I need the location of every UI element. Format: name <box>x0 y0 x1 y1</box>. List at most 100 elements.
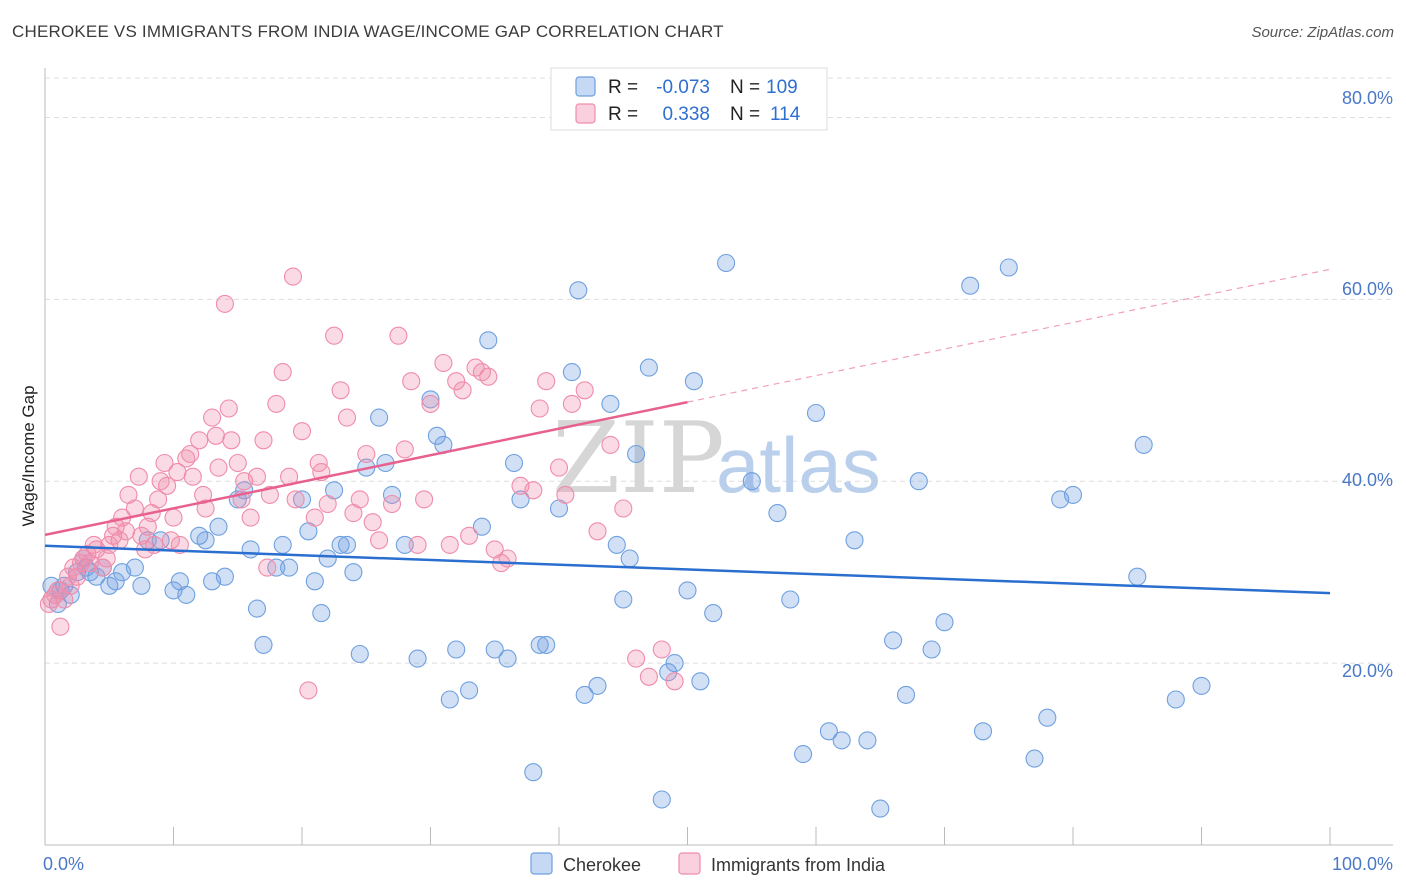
cherokee-point-107 <box>1134 435 1153 454</box>
india-point-96 <box>498 549 517 568</box>
india-point-86 <box>434 353 453 373</box>
cherokee-point-82 <box>704 604 723 623</box>
india-point-36 <box>161 531 180 550</box>
y-tick-label-40: 40.0% <box>1342 470 1393 490</box>
cherokee-point-77 <box>659 663 678 682</box>
cherokee-point-20 <box>177 585 196 604</box>
india-point-77 <box>363 513 382 532</box>
india-point-45 <box>196 499 215 518</box>
cherokee-point-22 <box>196 531 215 550</box>
india-point-106 <box>601 435 620 454</box>
cherokee-point-87 <box>794 745 813 764</box>
india-point-76 <box>357 444 376 464</box>
cherokee-point-74 <box>627 444 646 464</box>
cherokee-point-78 <box>665 654 684 673</box>
india-point-89 <box>453 381 472 400</box>
cherokee-point-96 <box>909 472 928 491</box>
cherokee-point-32 <box>273 535 292 554</box>
cherokee-point-75 <box>639 358 658 377</box>
legend-r-value-india: 0.338 <box>662 104 710 125</box>
cherokee-point-41 <box>337 535 357 554</box>
chart-title: CHEROKEE VS IMMIGRANTS FROM INDIA WAGE/I… <box>12 22 724 41</box>
india-point-23 <box>116 522 136 541</box>
india-point-72 <box>331 381 350 400</box>
india-point-17 <box>97 549 116 568</box>
india-point-20 <box>106 517 125 536</box>
india-point-67 <box>305 508 324 527</box>
india-point-78 <box>370 531 389 550</box>
india-point-81 <box>395 440 414 459</box>
legend-n-value-india: 114 <box>770 104 801 125</box>
cherokee-point-86 <box>781 590 800 609</box>
bottom-legend-swatch-cherokee <box>530 852 553 875</box>
cherokee-point-29 <box>247 599 267 618</box>
cherokee-point-85 <box>768 504 787 523</box>
legend-r-label-india: R = <box>608 104 638 125</box>
cherokee-point-49 <box>408 649 427 668</box>
series-cherokee-points <box>42 253 1211 818</box>
cherokee-point-53 <box>440 690 459 709</box>
bottom-legend-swatch-india <box>678 852 701 875</box>
india-point-41 <box>181 444 200 464</box>
cherokee-point-76 <box>652 790 671 809</box>
india-point-34 <box>155 453 174 473</box>
axes <box>44 68 1393 846</box>
trendline-india-extension <box>687 268 1331 403</box>
india-point-84 <box>415 490 434 509</box>
cherokee-point-89 <box>819 722 838 741</box>
legend-n-label-india: N = <box>730 104 760 125</box>
india-point-98 <box>524 481 543 500</box>
india-point-57 <box>254 431 273 450</box>
cherokee-point-34 <box>292 490 312 509</box>
india-point-102 <box>556 485 575 504</box>
cherokee-point-14 <box>125 558 144 577</box>
watermark-zip: ZIP <box>552 402 725 516</box>
india-point-87 <box>440 535 459 554</box>
cherokee-point-64 <box>537 635 556 654</box>
india-point-16 <box>93 558 112 577</box>
cherokee-point-95 <box>896 685 916 704</box>
cherokee-point-59 <box>498 649 517 668</box>
cherokee-point-37 <box>312 604 331 623</box>
cherokee-point-84 <box>742 472 761 491</box>
india-point-70 <box>318 494 337 514</box>
india-point-82 <box>402 372 421 391</box>
cherokee-point-63 <box>530 635 549 654</box>
cherokee-point-51 <box>427 426 446 445</box>
cherokee-point-99 <box>961 276 980 295</box>
cherokee-point-90 <box>832 731 851 750</box>
bottom-legend-india: Immigrants from India <box>711 855 886 875</box>
cherokee-point-81 <box>691 672 710 691</box>
cherokee-point-106 <box>1128 567 1147 586</box>
cherokee-point-68 <box>575 685 594 704</box>
cherokee-point-40 <box>331 535 350 554</box>
cherokee-point-60 <box>504 453 524 473</box>
cherokee-point-102 <box>1025 749 1044 768</box>
x-tick-label-min: 0.0% <box>43 854 84 874</box>
india-point-99 <box>530 399 549 418</box>
india-point-61 <box>273 363 292 382</box>
india-point-39 <box>170 535 189 554</box>
india-point-63 <box>283 267 303 286</box>
india-point-93 <box>479 367 498 386</box>
cherokee-point-71 <box>607 535 626 554</box>
cherokee-point-73 <box>620 549 639 568</box>
india-point-103 <box>562 394 581 413</box>
india-point-9 <box>68 567 87 586</box>
india-point-108 <box>627 649 646 668</box>
cherokee-point-67 <box>569 281 588 300</box>
cherokee-point-28 <box>241 540 260 559</box>
source-credit: Source: ZipAtlas.com <box>1251 24 1394 41</box>
cherokee-point-47 <box>382 485 402 504</box>
india-point-47 <box>206 426 225 445</box>
trendline-india <box>44 400 688 537</box>
india-point-111 <box>665 672 684 691</box>
y-tick-label-80: 80.0% <box>1342 88 1393 108</box>
trendlines <box>44 268 1331 595</box>
cherokee-point-55 <box>460 681 479 700</box>
india-point-48 <box>209 458 228 477</box>
cherokee-point-33 <box>280 558 299 577</box>
cherokee-point-48 <box>395 535 414 554</box>
cherokee-point-98 <box>935 613 954 632</box>
cherokee-point-92 <box>858 731 877 750</box>
